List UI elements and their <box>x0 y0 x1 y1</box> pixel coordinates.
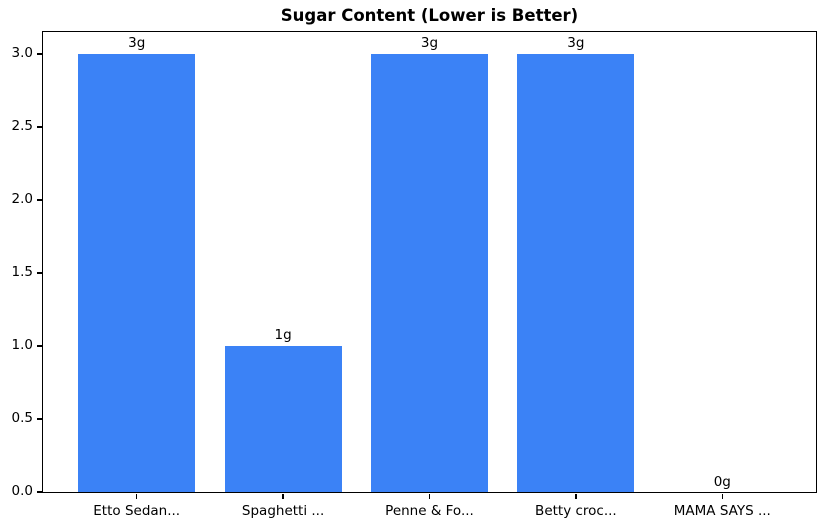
x-tick-label: Penne & Fo... <box>385 502 474 519</box>
x-tick-mark <box>575 493 577 499</box>
bar <box>224 345 342 492</box>
y-tick-label: 1.5 <box>11 263 33 280</box>
x-tick-mark <box>282 493 284 499</box>
y-tick-label: 2.0 <box>11 190 33 207</box>
x-tick-label: Spaghetti ... <box>241 502 325 519</box>
bar-value-label: 3g <box>420 35 439 52</box>
y-tick-mark <box>36 53 42 55</box>
y-tick-label: 0.5 <box>11 409 33 426</box>
x-tick-label: Etto Sedan... <box>93 502 181 519</box>
plot-area: 3g Etto Sedan... 1g Spaghetti ... 3g Penne & … <box>12 31 817 517</box>
y-tick-label: 0.0 <box>11 483 33 499</box>
x-tick-label: MAMA SAYS ... <box>673 502 771 519</box>
bar <box>517 53 635 492</box>
x-tick-label: Betty croc... <box>535 502 617 519</box>
y-tick-mark <box>36 418 42 420</box>
y-tick-mark <box>36 272 42 274</box>
bar-value-label: 3g <box>567 35 585 52</box>
x-tick-mark <box>428 493 431 499</box>
chart-title: Sugar Content (Lower is Better) <box>280 6 579 25</box>
bar <box>78 53 196 492</box>
x-tick-mark <box>721 493 724 499</box>
bar <box>370 53 489 492</box>
bar-value-label: 0g <box>713 473 731 490</box>
y-tick-mark <box>36 126 42 128</box>
y-tick-mark <box>36 345 42 347</box>
bar-value-label: 3g <box>128 35 146 52</box>
y-tick-label: 2.5 <box>11 117 33 134</box>
x-tick-mark <box>135 493 138 499</box>
y-tick-label: 3.0 <box>11 44 33 61</box>
bar-value-label: 1g <box>274 327 292 344</box>
y-tick-mark <box>36 491 42 493</box>
y-tick-mark <box>36 199 42 201</box>
y-tick-label: 1.0 <box>11 336 33 353</box>
